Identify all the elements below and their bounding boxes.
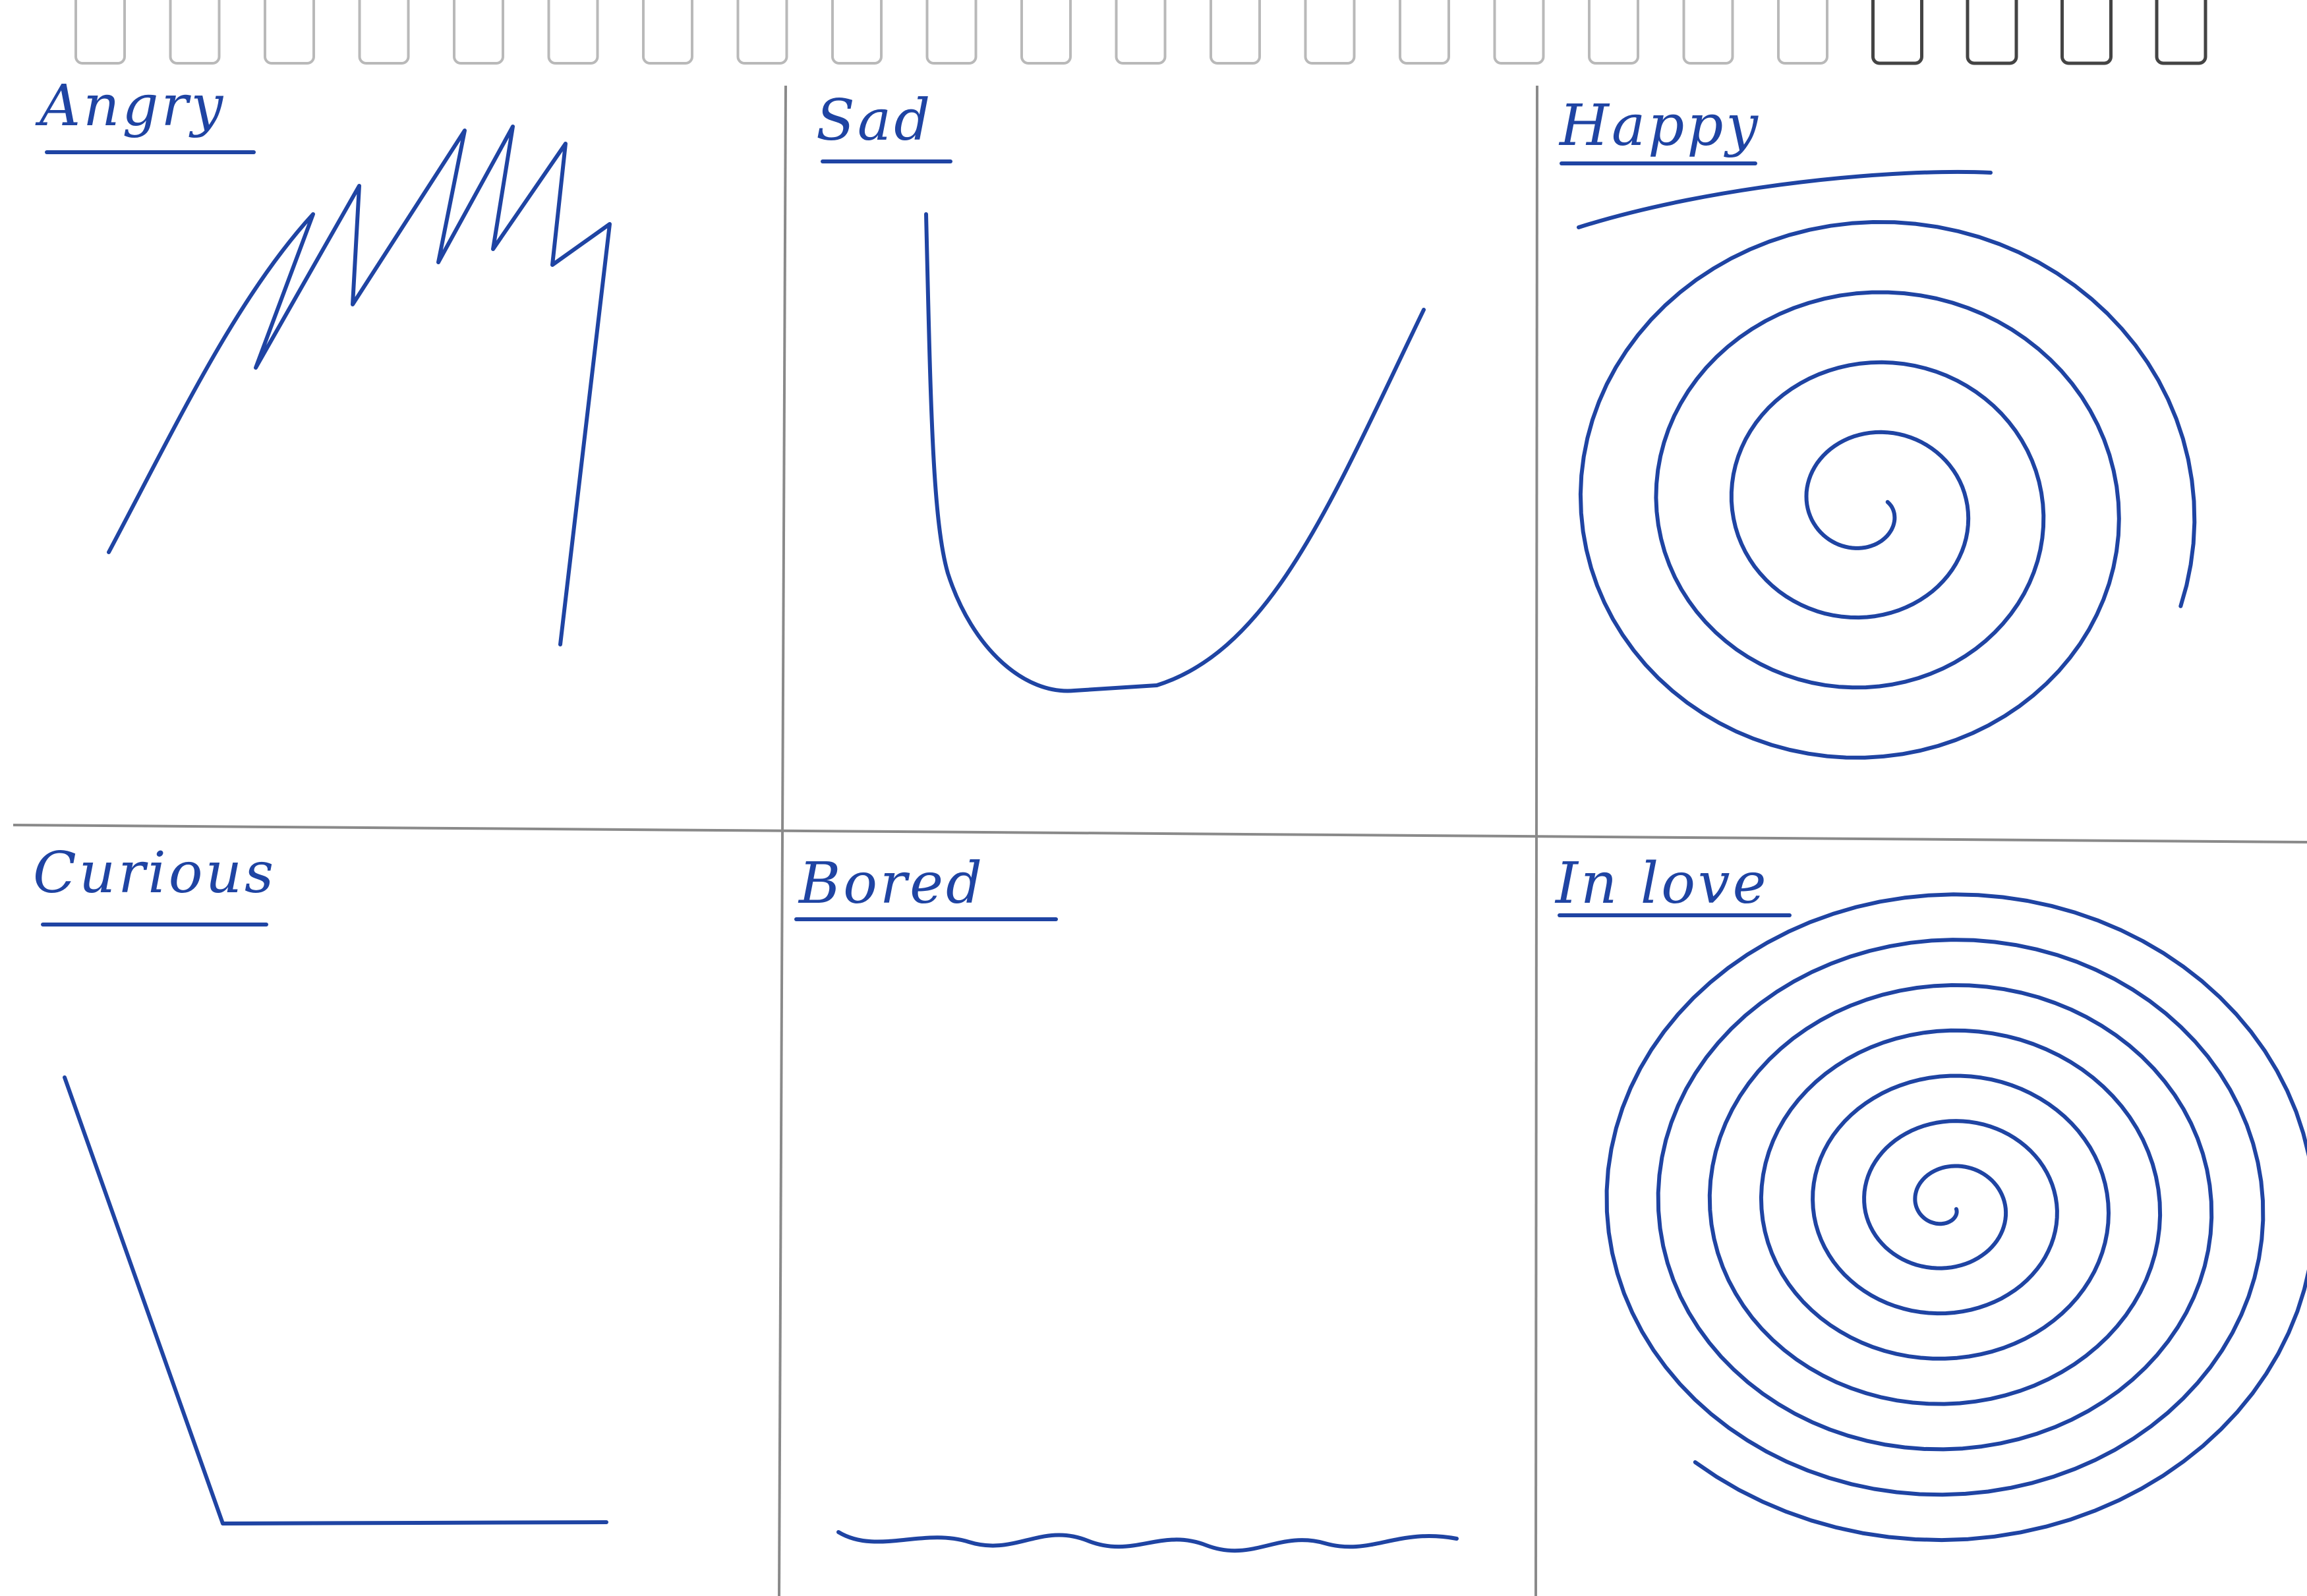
bored-wavy-line — [836, 1530, 1459, 1553]
binding-hole — [74, 0, 126, 65]
binding-hole — [1210, 0, 1261, 65]
sad-u-curve — [924, 212, 1426, 693]
label-curious: Curious — [33, 840, 277, 906]
binding-hole — [547, 0, 599, 65]
panel-dividers — [13, 85, 2307, 1596]
underline-in-love — [1558, 913, 1792, 917]
binding-hole — [169, 0, 221, 65]
underline-bored — [794, 917, 1058, 921]
label-in-love: In love — [1556, 851, 1769, 917]
binding-hole — [2155, 0, 2207, 65]
binding-hole — [264, 0, 315, 65]
curious-line — [63, 1075, 608, 1525]
binding-hole — [736, 0, 788, 65]
underline-happy — [1560, 161, 1757, 165]
spiral-binding — [74, 0, 2207, 65]
binding-hole — [925, 0, 978, 65]
label-angry: Angry — [40, 73, 226, 139]
binding-hole — [831, 0, 883, 65]
binding-hole — [1682, 0, 1734, 65]
binding-hole — [642, 0, 693, 65]
binding-hole — [1493, 0, 1545, 65]
label-bored: Bored — [799, 851, 985, 917]
divider-horizontal — [13, 824, 2307, 843]
binding-hole — [1588, 0, 1639, 65]
happy-spiral-tail — [1577, 169, 1993, 229]
binding-hole — [1966, 0, 2018, 65]
angry-zigzag-line — [107, 125, 612, 646]
binding-hole — [358, 0, 410, 65]
binding-hole — [1304, 0, 1356, 65]
binding-hole — [1115, 0, 1167, 65]
divider-vertical-left — [778, 85, 787, 1596]
binding-hole — [453, 0, 504, 65]
happy-spiral — [1578, 220, 2197, 760]
binding-hole — [1399, 0, 1450, 65]
binding-hole — [1020, 0, 1072, 65]
label-happy: Happy — [1560, 93, 1761, 159]
binding-hole — [1871, 0, 1923, 65]
binding-hole — [2060, 0, 2113, 65]
divider-vertical-right — [1534, 85, 1538, 1596]
underline-curious — [41, 923, 268, 926]
underline-sad — [821, 159, 952, 163]
in-love-spiral — [1604, 892, 2307, 1543]
label-sad: Sad — [816, 88, 933, 154]
underline-angry — [45, 150, 256, 154]
binding-hole — [1777, 0, 1828, 65]
